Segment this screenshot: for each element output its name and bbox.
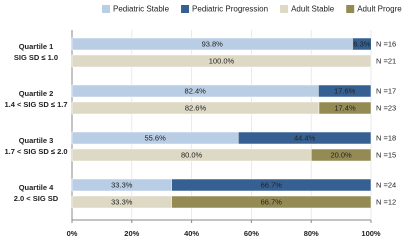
n-label: N =16: [376, 39, 396, 48]
bar-segment: [237, 131, 372, 145]
value-label: 82.4%: [185, 86, 207, 95]
n-label: N =21: [376, 56, 396, 65]
group-label: 1.4 < SIG SD ≤ 1.7: [4, 100, 67, 109]
value-label: 55.6%: [144, 133, 166, 142]
group-label: Quartile 3: [19, 136, 54, 145]
bar-segment: [352, 37, 372, 51]
value-label: 44.4%: [294, 133, 316, 142]
n-label: N =17: [376, 86, 396, 95]
bar-segment: [318, 84, 372, 98]
group-label: 1.7 < SIG SD ≤ 2.0: [4, 147, 67, 156]
legend-swatch: [346, 5, 355, 13]
bar-segment: [171, 195, 372, 209]
value-label: 33.3%: [111, 197, 133, 206]
x-tick-label: 80%: [304, 229, 319, 238]
value-label: 17.4%: [334, 103, 356, 112]
group-label: 2.0 < SIG SD: [14, 194, 59, 203]
value-label: 66.7%: [261, 197, 283, 206]
n-label: N =24: [376, 180, 396, 189]
legend-label: Adult Stable: [291, 5, 335, 14]
value-label: 80.0%: [181, 150, 203, 159]
n-label: N =12: [376, 197, 396, 206]
value-label: 6.3%: [353, 39, 370, 48]
legend-swatch: [102, 5, 110, 13]
n-label: N =18: [376, 133, 396, 142]
value-label: 100.0%: [209, 56, 235, 65]
bar-segment: [318, 101, 372, 115]
x-tick-label: 40%: [184, 229, 199, 238]
group-label: Quartile 1: [19, 42, 54, 51]
bar-segment: [171, 178, 372, 192]
group-label: SIG SD ≤ 1.0: [14, 53, 58, 62]
bar-segment: [310, 148, 372, 162]
value-label: 20.0%: [330, 150, 352, 159]
n-label: N =15: [376, 150, 396, 159]
legend-label: Pediatric Progression: [192, 5, 268, 14]
value-label: 82.6%: [185, 103, 207, 112]
group-label: Quartile 4: [19, 183, 54, 192]
legend-swatch: [280, 5, 289, 13]
value-label: 93.8%: [202, 39, 224, 48]
legend-label: Pediatric Stable: [113, 5, 170, 14]
x-tick-label: 100%: [361, 229, 381, 238]
value-label: 66.7%: [261, 180, 283, 189]
legend-label: Adult Progression: [357, 5, 402, 14]
x-tick-label: 60%: [244, 229, 259, 238]
x-tick-label: 20%: [124, 229, 139, 238]
legend-swatch: [181, 5, 190, 13]
n-label: N =23: [376, 103, 396, 112]
bar-segment: [71, 54, 372, 68]
x-tick-label: 0%: [67, 229, 78, 238]
value-label: 33.3%: [111, 180, 133, 189]
group-label: Quartile 2: [19, 89, 54, 98]
value-label: 17.6%: [334, 86, 356, 95]
